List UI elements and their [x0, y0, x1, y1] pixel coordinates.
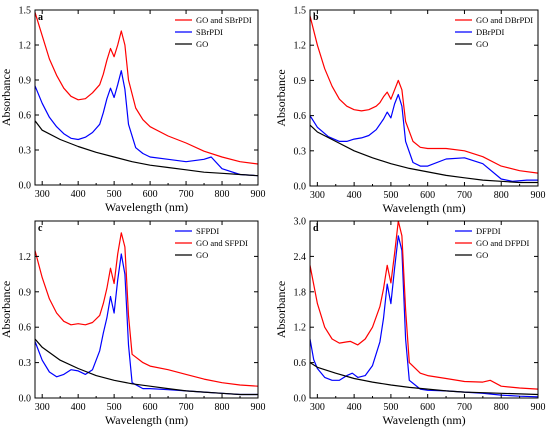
- y-tick-label: 0.3: [19, 358, 32, 369]
- x-tick-label: 300: [310, 190, 325, 201]
- x-axis-title: Wavelength (nm): [105, 200, 188, 214]
- x-tick-label: 900: [251, 402, 266, 413]
- x-tick-label: 500: [383, 402, 398, 413]
- x-tick-label: 700: [457, 190, 472, 201]
- x-tick-label: 300: [310, 402, 325, 413]
- x-tick-label: 700: [179, 189, 194, 200]
- series-line-d-1: [310, 221, 538, 390]
- y-tick-label: 1.2: [19, 41, 32, 52]
- plot-frame: [309, 9, 539, 187]
- legend-label: DFPDI: [476, 226, 501, 236]
- y-tick-label: 3.0: [294, 217, 307, 228]
- chart-panel-d: 300 400 500 600 700 800 900 0.0 0.6 1.2 1.8 2.4 3.0 W…: [274, 217, 546, 428]
- y-tick-label: 0.6: [294, 358, 307, 369]
- legend-label: GO and DFPDI: [476, 238, 530, 248]
- x-tick-label: 700: [179, 402, 194, 413]
- y-tick-label: 1.5: [19, 6, 32, 17]
- x-axis-title: Wavelength (nm): [382, 201, 465, 215]
- y-tick-label: 0.6: [19, 111, 32, 122]
- legend-label: GO: [196, 39, 208, 49]
- legend-label: GO: [476, 39, 488, 49]
- x-tick-label: 900: [531, 402, 546, 413]
- y-tick-label: 0.0: [19, 181, 32, 192]
- y-tick-label: 0.6: [294, 111, 307, 122]
- series-line-d-0: [310, 235, 538, 398]
- y-tick-label: 0.0: [19, 394, 32, 405]
- x-tick-label: 500: [107, 189, 122, 200]
- x-axis-title: Wavelength (nm): [382, 413, 465, 427]
- x-tick-label: 900: [531, 190, 546, 201]
- plot-frame: [34, 9, 259, 186]
- x-tick-label: 300: [35, 402, 50, 413]
- panel-letter: c: [38, 223, 43, 234]
- x-tick-label: 500: [107, 402, 122, 413]
- legend-label: SFPDI: [196, 226, 219, 236]
- x-tick-label: 400: [347, 402, 362, 413]
- series-line-b-2: [310, 124, 538, 184]
- x-tick-label: 600: [420, 190, 435, 201]
- chart-panel-c: 300 400 500 600 700 800 900 0.0 0.3 0.6 0.9 1.2 Wave…: [0, 220, 266, 427]
- legend-label: GO: [196, 250, 208, 260]
- x-tick-label: 800: [494, 190, 509, 201]
- y-axis-title: Absorbance: [274, 281, 288, 338]
- panel-letter: d: [313, 223, 319, 234]
- x-tick-label: 800: [215, 189, 230, 200]
- x-tick-label: 600: [420, 402, 435, 413]
- legend-label: GO and SFPDI: [196, 238, 248, 248]
- chart-panel-a: 300 400 500 600 700 800 900 0.0 0.3 0.6 0.9 1.2 1.5 W…: [0, 6, 266, 215]
- x-axis-title: Wavelength (nm): [105, 413, 188, 427]
- y-tick-label: 0.3: [19, 146, 32, 157]
- y-tick-label: 0.0: [294, 182, 307, 193]
- x-tick-label: 400: [71, 189, 86, 200]
- legend-label: SBrPDI: [196, 27, 223, 37]
- legend-label: GO and DBrPDI: [476, 15, 533, 25]
- x-tick-label: 800: [494, 402, 509, 413]
- legend-label: GO and SBrPDI: [196, 15, 252, 25]
- series-line-c-0: [35, 253, 258, 396]
- x-tick-label: 300: [35, 189, 50, 200]
- series-line-a-0: [35, 12, 258, 165]
- y-tick-label: 1.2: [294, 323, 307, 334]
- y-tick-label: 1.8: [294, 287, 307, 298]
- y-tick-label: 0.9: [19, 76, 32, 87]
- y-tick-label: 0.0: [294, 394, 307, 405]
- series-line-d-2: [310, 362, 538, 396]
- y-axis-title: Absorbance: [0, 69, 13, 126]
- y-axis-title: Absorbance: [274, 69, 288, 126]
- x-tick-label: 400: [71, 402, 86, 413]
- plot-frame: [309, 220, 539, 399]
- series-line-c-2: [35, 338, 258, 396]
- y-axis-title: Absorbance: [0, 281, 13, 338]
- x-tick-label: 600: [143, 402, 158, 413]
- series-line-b-1: [310, 93, 538, 182]
- y-tick-label: 0.6: [19, 323, 32, 334]
- chart-panel-b: 300 400 500 600 700 800 900 0.0 0.3 0.6 0.9 1.2 1.5 W…: [274, 6, 546, 216]
- x-tick-label: 800: [215, 402, 230, 413]
- x-tick-label: 600: [143, 189, 158, 200]
- legend-label: DBrPDI: [476, 27, 505, 37]
- y-tick-label: 1.2: [19, 252, 32, 263]
- y-tick-label: 0.9: [294, 76, 307, 87]
- y-tick-label: 1.5: [294, 6, 307, 17]
- y-tick-label: 1.2: [294, 41, 307, 52]
- x-tick-label: 400: [347, 190, 362, 201]
- series-line-b-0: [310, 15, 538, 174]
- series-line-c-1: [35, 232, 258, 387]
- series-line-a-2: [35, 120, 258, 177]
- legend-label: GO: [476, 250, 488, 260]
- panel-letter: b: [313, 12, 319, 23]
- x-tick-label: 500: [383, 190, 398, 201]
- series-line-a-1: [35, 70, 258, 177]
- plot-frame: [34, 220, 259, 399]
- y-tick-label: 0.9: [19, 287, 32, 298]
- x-tick-label: 900: [251, 189, 266, 200]
- panel-letter: a: [38, 12, 43, 23]
- x-tick-label: 700: [457, 402, 472, 413]
- y-tick-label: 2.4: [294, 252, 307, 263]
- y-tick-label: 0.3: [294, 146, 307, 157]
